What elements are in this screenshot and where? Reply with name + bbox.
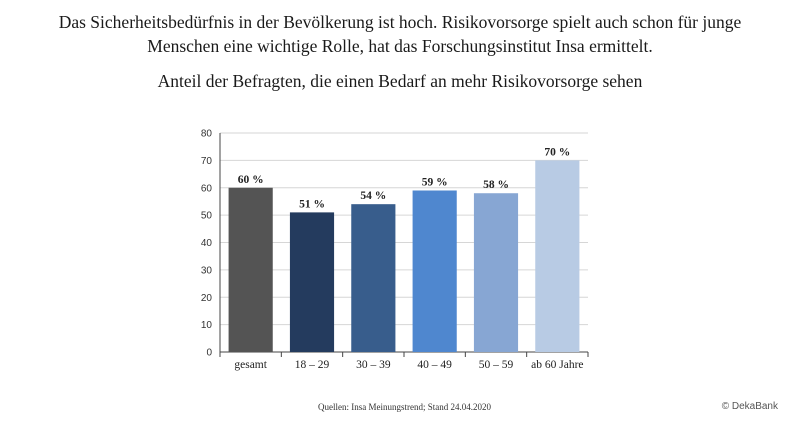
y-tick-label: 70 xyxy=(201,156,213,167)
data-label: 70 % xyxy=(544,146,570,158)
bar xyxy=(473,193,519,352)
data-label: 60 % xyxy=(238,174,264,186)
data-label: 51 % xyxy=(299,198,325,210)
y-tick-label: 20 xyxy=(201,293,213,304)
bar xyxy=(228,187,273,352)
x-tick-label: 30 – 39 xyxy=(356,359,391,371)
headline-line-2: Menschen eine wichtige Rolle, hat das Fo… xyxy=(147,36,653,56)
y-tick-label: 80 xyxy=(201,129,213,140)
x-tick-label: 40 – 49 xyxy=(417,359,452,371)
y-tick-label: 30 xyxy=(201,265,213,276)
data-label: 59 % xyxy=(422,176,448,188)
bar xyxy=(289,212,335,352)
y-tick-label: 10 xyxy=(201,320,213,331)
y-tick-label: 60 xyxy=(201,183,213,194)
bar xyxy=(351,204,396,352)
x-tick-label: 50 – 59 xyxy=(479,359,514,371)
data-label: 54 % xyxy=(360,190,386,202)
y-tick-label: 40 xyxy=(201,238,213,249)
source-note: Quellen: Insa Meinungstrend; Stand 24.04… xyxy=(318,402,491,412)
y-tick-label: 0 xyxy=(206,348,212,359)
bar xyxy=(535,160,580,352)
headline-line-1: Das Sicherheitsbedürfnis in der Bevölker… xyxy=(58,12,742,32)
x-tick-label: ab 60 Jahre xyxy=(531,359,583,371)
bar xyxy=(412,190,457,352)
data-label: 58 % xyxy=(483,179,509,191)
y-tick-label: 50 xyxy=(201,211,213,222)
x-tick-label: gesamt xyxy=(234,359,267,371)
headline: Das Sicherheitsbedürfnis in der Bevölker… xyxy=(0,10,800,58)
copyright-note: © DekaBank xyxy=(721,401,778,412)
x-tick-label: 18 – 29 xyxy=(295,359,330,371)
chart-title: Anteil der Befragten, die einen Bedarf a… xyxy=(157,71,643,91)
